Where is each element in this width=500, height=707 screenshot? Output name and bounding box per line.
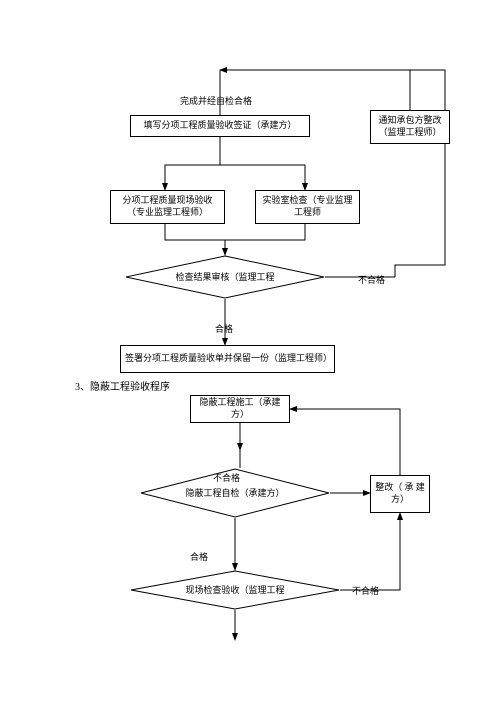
label-self-check-complete: 完成并经自检合格 [180,94,252,107]
box-fill-form: 填写分项工程质量验收签证（承建方） [130,115,310,137]
box-lab-check: 实验室检查（专业监理工程师 [255,190,360,224]
label-fail-inner: 不合格 [213,471,240,484]
box-site-acceptance: 分项工程质量现场验收（专业监理工程师） [110,190,225,224]
diamond-site-inspect: 现场检查验收（监理工程 [130,570,340,610]
label-fail-2: 不合格 [352,584,379,597]
label-pass-2: 合格 [190,550,208,563]
flowchart-canvas: 完成并经自检合格 填写分项工程质量验收签证（承建方） 分项工程质量现场验收（专业… [0,0,500,707]
box-notify-rectify: 通知承包方整改（监理工程师） [370,110,450,144]
box-sign-keep: 签署分项工程质量验收单并保留一份（监理工程师） [120,345,335,373]
box-hidden-construction: 隐蔽工程施工（承建方） [190,395,290,423]
label-pass: 合格 [215,322,233,335]
diamond-review-result: 检查结果审核（监理工程 [125,255,325,299]
diamond-review-text: 检查结果审核（监理工程 [125,255,325,299]
diamond-site-inspect-text: 现场检查验收（监理工程 [130,570,340,610]
label-fail: 不合格 [358,273,385,286]
section-heading-3: 3、隐蔽工程验收程序 [75,378,170,393]
box-rectify: 整改（ 承 建方） [370,475,430,513]
